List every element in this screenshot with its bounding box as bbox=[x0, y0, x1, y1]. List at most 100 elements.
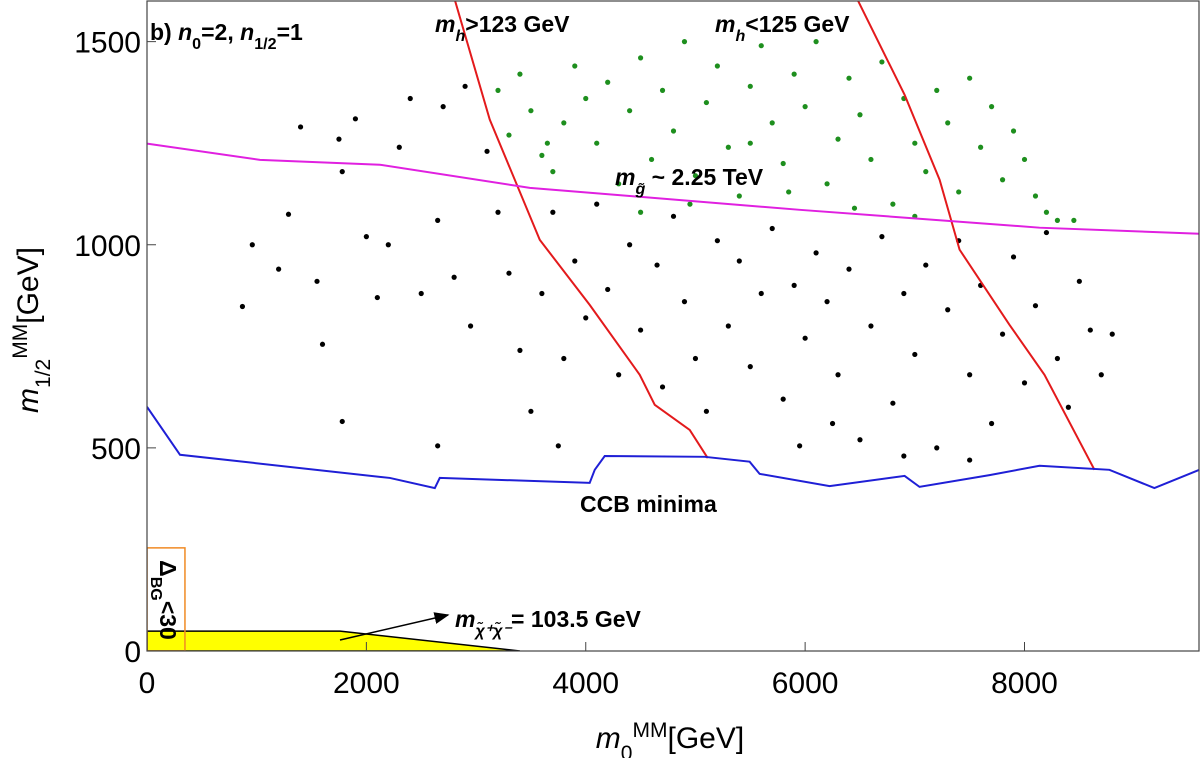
point bbox=[890, 201, 896, 207]
point bbox=[945, 307, 951, 313]
point bbox=[780, 160, 786, 167]
text-part: h bbox=[735, 27, 745, 45]
point bbox=[440, 104, 446, 110]
point bbox=[352, 116, 359, 122]
point bbox=[1071, 217, 1077, 223]
point bbox=[451, 274, 457, 280]
point bbox=[670, 128, 677, 134]
point bbox=[363, 234, 369, 240]
point bbox=[339, 169, 345, 175]
annotation: CCB minima bbox=[580, 491, 717, 517]
point bbox=[517, 347, 523, 353]
point bbox=[681, 299, 688, 305]
point bbox=[659, 87, 666, 93]
text-part: ~ 2.25 TeV bbox=[645, 164, 764, 190]
point bbox=[813, 250, 819, 256]
region bbox=[147, 630, 521, 651]
point bbox=[1043, 209, 1050, 215]
point bbox=[912, 351, 918, 358]
point bbox=[583, 315, 589, 321]
point bbox=[851, 205, 858, 211]
point bbox=[616, 181, 622, 187]
point bbox=[583, 95, 589, 102]
point bbox=[967, 457, 973, 463]
text-part: =2, bbox=[201, 19, 240, 45]
text-part: <125 GeV bbox=[745, 11, 850, 37]
point bbox=[988, 104, 995, 110]
point bbox=[824, 181, 830, 187]
point bbox=[637, 209, 644, 215]
point bbox=[786, 189, 792, 195]
point bbox=[988, 420, 995, 427]
point bbox=[1021, 156, 1028, 163]
point bbox=[978, 144, 984, 150]
text-part: 1/2 bbox=[254, 35, 276, 53]
point bbox=[813, 39, 819, 45]
curve bbox=[147, 406, 1200, 490]
point bbox=[736, 193, 742, 199]
point bbox=[539, 290, 545, 297]
x-tick-label: 2000 bbox=[333, 667, 400, 700]
point bbox=[769, 225, 775, 232]
point bbox=[561, 120, 567, 126]
point bbox=[654, 262, 660, 268]
text-part: <30 bbox=[155, 601, 181, 640]
point bbox=[605, 79, 611, 85]
point bbox=[879, 59, 885, 65]
arrow bbox=[339, 612, 450, 641]
point bbox=[879, 234, 885, 240]
point bbox=[747, 140, 753, 146]
point bbox=[797, 443, 803, 449]
point bbox=[550, 169, 556, 175]
point bbox=[276, 266, 282, 272]
point bbox=[747, 364, 753, 370]
point bbox=[945, 120, 951, 126]
text-part: [GeV] bbox=[667, 722, 744, 755]
point bbox=[868, 323, 874, 329]
annotation: mh>123 GeV bbox=[435, 11, 570, 45]
point bbox=[670, 213, 677, 219]
point bbox=[747, 83, 753, 89]
point bbox=[637, 327, 644, 333]
annotation: b) n0=2, n1/2=1 bbox=[150, 19, 303, 53]
text-part: m bbox=[596, 722, 621, 755]
point bbox=[835, 372, 841, 378]
point bbox=[999, 331, 1006, 337]
point bbox=[249, 242, 255, 248]
point bbox=[506, 270, 512, 276]
point bbox=[802, 104, 808, 110]
text-part: n bbox=[240, 19, 254, 45]
point bbox=[1087, 327, 1093, 333]
point bbox=[725, 323, 731, 329]
curve bbox=[454, 1, 709, 459]
point bbox=[648, 156, 655, 163]
curve bbox=[147, 142, 1200, 235]
annotation: mχ̃⁺χ̃⁻= 103.5 GeV bbox=[455, 606, 641, 640]
point bbox=[835, 136, 841, 142]
point bbox=[692, 355, 699, 362]
point bbox=[736, 258, 742, 264]
point bbox=[297, 124, 304, 130]
point bbox=[780, 396, 786, 402]
text-part: b) bbox=[150, 19, 178, 45]
text-part: m bbox=[435, 11, 455, 37]
point bbox=[396, 144, 402, 150]
point bbox=[605, 286, 611, 293]
point bbox=[339, 418, 345, 425]
annotation: mg̃ ~ 2.25 TeV bbox=[615, 164, 764, 198]
point bbox=[1010, 128, 1017, 134]
point bbox=[923, 169, 929, 175]
text-part: Δ bbox=[155, 560, 181, 577]
point bbox=[714, 238, 720, 244]
point bbox=[901, 453, 907, 459]
text-part: m bbox=[455, 606, 475, 632]
text-part: =1 bbox=[277, 19, 303, 45]
point bbox=[517, 71, 523, 77]
text-part: m bbox=[715, 11, 735, 37]
point bbox=[544, 140, 550, 146]
point bbox=[824, 299, 830, 305]
point bbox=[791, 71, 797, 77]
point bbox=[506, 132, 512, 138]
point bbox=[374, 294, 380, 301]
point bbox=[846, 75, 852, 81]
